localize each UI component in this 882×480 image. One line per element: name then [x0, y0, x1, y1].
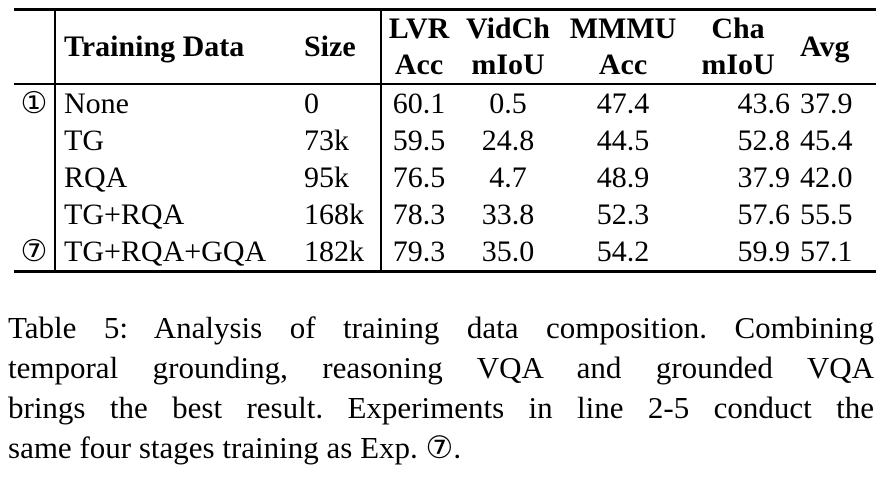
row-training-data: TG: [64, 124, 104, 157]
table-row: TG 73k 59.5 24.8 44.5 52.8 45.4: [14, 122, 876, 159]
row-cha-miou: 43.6: [686, 83, 796, 122]
row-mmmu-acc: 52.3: [596, 198, 650, 231]
row-lvr-acc: 59.5: [392, 124, 446, 157]
row-lvr-acc: 60.1: [381, 83, 456, 122]
row-avg: 37.9: [796, 83, 876, 122]
row-size: 168k: [298, 196, 382, 233]
header-training-data: Training Data: [55, 8, 298, 84]
header-lvr-line1: LVR: [388, 12, 450, 45]
table-caption: Table 5: Analysis of training data compo…: [8, 308, 874, 468]
row-mark: ①: [14, 83, 56, 122]
header-mmmu-line1: MMMU: [569, 12, 677, 45]
header-mark-cell: [14, 8, 56, 84]
row-lvr-acc: 79.3: [381, 233, 456, 273]
header-lvr: LVR Acc: [381, 8, 456, 84]
caption-line-3: brings the best result. Experiments in l…: [8, 390, 874, 425]
header-cha-line1: Cha: [711, 12, 765, 45]
row-size: 182k: [298, 233, 382, 273]
row-training-data: RQA: [64, 161, 128, 194]
row-cha-miou: 59.9: [686, 233, 796, 273]
row-cha-miou: 52.8: [737, 124, 791, 157]
row-mark: [14, 196, 56, 233]
row-mmmu-acc: 54.2: [560, 233, 686, 273]
row-avg: 55.5: [800, 198, 853, 231]
table-body: ① None 0 60.1 0.5 47.4 43.6 37.9 TG 73k 59.5 24.8 44…: [14, 83, 876, 273]
row-vidch-miou: 0.5: [456, 83, 560, 122]
caption-line-1: Table 5: Analysis of training data compo…: [8, 310, 874, 345]
row-mmmu-acc: 47.4: [560, 83, 686, 122]
header-mmmu-line2: Acc: [598, 48, 648, 81]
table-row: ① None 0 60.1 0.5 47.4 43.6 37.9: [14, 83, 876, 122]
row-size: 95k: [298, 159, 382, 196]
row-mmmu-acc: 48.9: [596, 161, 650, 194]
table-row: RQA 95k 76.5 4.7 48.9 37.9 42.0: [14, 159, 876, 196]
header-vidch: VidCh mIoU: [456, 8, 560, 84]
training-data-composition-table: Training Data Size LVR Acc VidCh mIoU MM…: [14, 8, 876, 273]
header-size: Size: [298, 8, 382, 84]
row-vidch-miou: 24.8: [481, 124, 535, 157]
header-vidch-line1: VidCh: [466, 12, 550, 45]
table-row: TG+RQA 168k 78.3 33.8 52.3 57.6 55.5: [14, 196, 876, 233]
row-avg: 42.0: [800, 161, 853, 194]
row-mark: [14, 122, 56, 159]
header-cha: Cha mIoU: [686, 8, 796, 84]
row-mmmu-acc: 44.5: [596, 124, 650, 157]
results-table-container: Training Data Size LVR Acc VidCh mIoU MM…: [14, 8, 876, 273]
row-vidch-miou: 35.0: [456, 233, 560, 273]
row-size: 73k: [298, 122, 382, 159]
row-vidch-miou: 33.8: [481, 198, 535, 231]
header-vidch-line2: mIoU: [471, 48, 545, 81]
header-avg: Avg: [796, 8, 876, 84]
row-avg: 45.4: [800, 124, 853, 157]
row-training-data: TG+RQA+GQA: [55, 233, 298, 273]
row-cha-miou: 37.9: [737, 161, 791, 194]
row-mark: [14, 159, 56, 196]
table-row: ⑦ TG+RQA+GQA 182k 79.3 35.0 54.2 59.9 57.1: [14, 233, 876, 273]
row-mark: ⑦: [14, 233, 56, 273]
row-training-data: None: [55, 83, 298, 122]
header-lvr-line2: Acc: [394, 48, 444, 81]
caption-line-4: same four stages training as Exp. ⑦.: [8, 430, 462, 465]
caption-line-2: temporal grounding, reasoning VQA and gr…: [8, 350, 874, 385]
row-lvr-acc: 78.3: [392, 198, 446, 231]
row-cha-miou: 57.6: [737, 198, 791, 231]
table-header-row: Training Data Size LVR Acc VidCh mIoU MM…: [14, 8, 876, 84]
row-vidch-miou: 4.7: [489, 161, 527, 194]
row-lvr-acc: 76.5: [392, 161, 446, 194]
header-mmmu: MMMU Acc: [560, 8, 686, 84]
row-size: 0: [298, 83, 382, 122]
row-avg: 57.1: [796, 233, 876, 273]
header-cha-line2: mIoU: [701, 48, 775, 81]
row-training-data: TG+RQA: [64, 198, 185, 231]
